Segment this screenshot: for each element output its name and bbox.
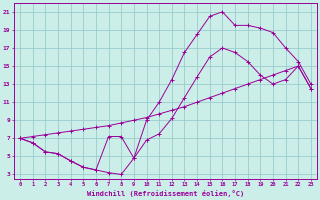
X-axis label: Windchill (Refroidissement éolien,°C): Windchill (Refroidissement éolien,°C) [87,190,244,197]
